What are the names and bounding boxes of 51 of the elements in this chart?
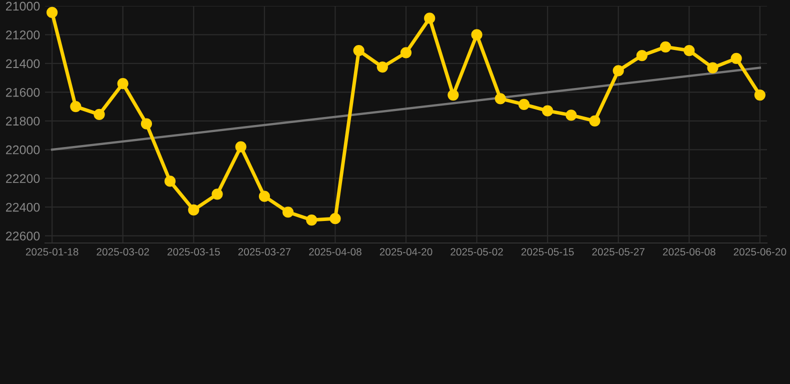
x-tick-label: 2025-04-20	[380, 248, 432, 256]
x-tick-label: 2025-04-08	[309, 248, 362, 256]
point	[376, 61, 388, 73]
y-tick-label: 21600	[6, 88, 40, 97]
point	[636, 50, 648, 62]
point	[448, 90, 459, 101]
point	[400, 47, 412, 58]
x-tick-label: 2025-06-08	[663, 248, 716, 256]
point	[684, 44, 695, 56]
point	[188, 204, 200, 216]
point	[330, 213, 341, 224]
y-tick-label: 22000	[6, 145, 40, 154]
point	[660, 41, 672, 52]
x-tick-label: 2025-01-18	[26, 248, 78, 256]
x-tick-label: 2025-03-02	[96, 248, 149, 256]
point	[70, 100, 82, 112]
y-tick-label: 22400	[6, 202, 40, 212]
point	[117, 78, 128, 90]
y-tick-label: 22600	[6, 232, 40, 240]
point	[471, 29, 482, 40]
point	[164, 176, 176, 187]
point	[353, 44, 364, 56]
x-tick-label: 2025-03-27	[238, 248, 291, 256]
point	[212, 188, 223, 200]
y-tick-label: 22200	[6, 174, 40, 184]
point	[730, 52, 742, 64]
point	[612, 65, 624, 76]
y-tick-label: 21200	[6, 30, 40, 40]
x-tick-label: 2025-05-02	[450, 248, 503, 256]
point	[566, 110, 577, 121]
point	[707, 62, 718, 74]
x-tick-label: 2025-05-15	[521, 248, 574, 256]
y-tick-label: 21000	[6, 2, 40, 11]
point	[140, 118, 152, 130]
point	[235, 141, 246, 152]
x-tick-label: 2025-05-27	[592, 248, 644, 256]
y-tick-label: 21400	[6, 59, 40, 68]
point	[282, 206, 294, 218]
point	[589, 115, 600, 126]
x-tick-label: 2025-06-20	[734, 248, 786, 256]
point	[306, 214, 318, 226]
point	[424, 12, 436, 24]
point	[46, 6, 58, 18]
point	[518, 98, 530, 110]
point	[258, 190, 270, 202]
y-tick-label: 21800	[6, 116, 40, 126]
point	[754, 90, 766, 101]
point	[94, 108, 105, 120]
point	[494, 93, 506, 104]
point	[542, 105, 554, 116]
x-tick-label: 2025-03-15	[168, 248, 220, 256]
